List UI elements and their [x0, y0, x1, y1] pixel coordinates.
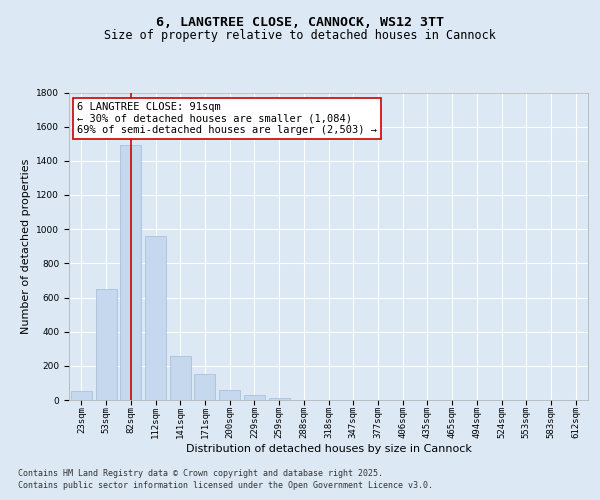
Text: Contains HM Land Registry data © Crown copyright and database right 2025.: Contains HM Land Registry data © Crown c… — [18, 470, 383, 478]
Bar — [120, 146, 141, 400]
Bar — [194, 374, 215, 400]
X-axis label: Distribution of detached houses by size in Cannock: Distribution of detached houses by size … — [185, 444, 472, 454]
Bar — [71, 392, 92, 400]
Bar — [244, 395, 265, 400]
Bar — [170, 356, 191, 400]
Text: 6 LANGTREE CLOSE: 91sqm
← 30% of detached houses are smaller (1,084)
69% of semi: 6 LANGTREE CLOSE: 91sqm ← 30% of detache… — [77, 102, 377, 135]
Text: 6, LANGTREE CLOSE, CANNOCK, WS12 3TT: 6, LANGTREE CLOSE, CANNOCK, WS12 3TT — [156, 16, 444, 29]
Bar — [145, 236, 166, 400]
Text: Contains public sector information licensed under the Open Government Licence v3: Contains public sector information licen… — [18, 482, 433, 490]
Bar — [219, 390, 240, 400]
Text: Size of property relative to detached houses in Cannock: Size of property relative to detached ho… — [104, 28, 496, 42]
Bar — [269, 398, 290, 400]
Y-axis label: Number of detached properties: Number of detached properties — [21, 158, 31, 334]
Bar — [95, 289, 116, 400]
